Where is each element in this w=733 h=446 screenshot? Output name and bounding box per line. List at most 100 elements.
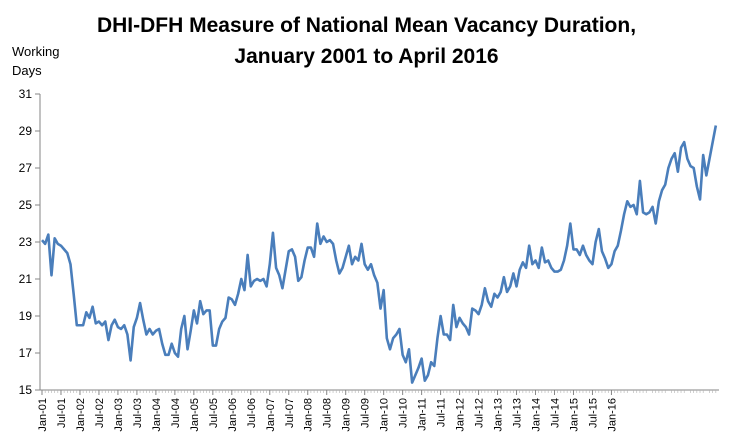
data-point <box>44 243 46 245</box>
data-point <box>683 141 685 143</box>
data-point <box>620 230 622 232</box>
data-point <box>284 269 286 271</box>
data-point <box>667 167 669 169</box>
data-point <box>300 276 302 278</box>
data-point <box>449 339 451 341</box>
data-point <box>171 343 173 345</box>
data-point <box>313 256 315 258</box>
data-point <box>414 374 416 376</box>
data-point <box>553 270 555 272</box>
data-point <box>129 359 131 361</box>
x-tick-label: Jan-15 <box>568 398 580 432</box>
data-point <box>370 263 372 265</box>
data-point <box>307 246 309 248</box>
data-point <box>471 307 473 309</box>
data-point <box>253 280 255 282</box>
data-point <box>711 141 713 143</box>
x-tick-label: Jul-01 <box>56 398 68 428</box>
data-point <box>544 261 546 263</box>
data-point <box>240 278 242 280</box>
data-point <box>648 211 650 213</box>
data-point <box>680 146 682 148</box>
data-point <box>664 183 666 185</box>
data-point <box>556 270 558 272</box>
data-point <box>493 293 495 295</box>
data-point <box>363 263 365 265</box>
data-point <box>133 326 135 328</box>
data-point <box>136 317 138 319</box>
data-point <box>193 309 195 311</box>
data-point <box>161 343 163 345</box>
data-point <box>167 354 169 356</box>
data-point <box>674 152 676 154</box>
data-point <box>591 263 593 265</box>
data-point <box>522 261 524 263</box>
data-point <box>278 274 280 276</box>
data-point <box>661 189 663 191</box>
data-point <box>582 245 584 247</box>
data-point <box>231 298 233 300</box>
data-point <box>604 257 606 259</box>
data-point <box>651 206 653 208</box>
x-tick-label: Jul-09 <box>360 398 372 428</box>
data-point <box>515 285 517 287</box>
data-point <box>607 267 609 269</box>
data-point <box>177 356 179 358</box>
data-point <box>566 245 568 247</box>
data-point <box>259 280 261 282</box>
data-point <box>645 213 647 215</box>
data-point <box>326 241 328 243</box>
data-point <box>345 256 347 258</box>
data-point <box>575 248 577 250</box>
data-point <box>610 263 612 265</box>
data-point <box>41 239 43 241</box>
data-point <box>677 171 679 173</box>
data-point <box>598 228 600 230</box>
data-point <box>547 259 549 261</box>
x-tick-label: Jan-11 <box>417 398 429 431</box>
data-point <box>180 328 182 330</box>
data-point <box>534 259 536 261</box>
data-point <box>474 309 476 311</box>
data-point <box>237 293 239 295</box>
data-point <box>246 254 248 256</box>
data-point <box>186 348 188 350</box>
data-point <box>484 287 486 289</box>
data-point <box>76 324 78 326</box>
data-point <box>357 259 359 261</box>
x-tick-label: Jul-12 <box>474 398 486 428</box>
data-point <box>420 357 422 359</box>
series-line <box>41 125 718 384</box>
x-tick-label: Jan-05 <box>189 398 201 432</box>
data-point <box>689 165 691 167</box>
data-point <box>408 348 410 350</box>
data-point <box>585 254 587 256</box>
data-point <box>114 319 116 321</box>
data-point <box>617 245 619 247</box>
data-point <box>708 158 710 160</box>
data-point <box>477 313 479 315</box>
data-point <box>348 245 350 247</box>
data-point <box>63 248 65 250</box>
data-point <box>636 213 638 215</box>
data-point <box>174 352 176 354</box>
y-axis-label-line-2: Days <box>12 63 42 78</box>
x-tick-label: Jan-12 <box>455 398 467 432</box>
data-point <box>66 252 68 254</box>
data-point <box>392 337 394 339</box>
data-point <box>288 250 290 252</box>
data-point <box>417 367 419 369</box>
data-point <box>506 291 508 293</box>
data-point <box>702 154 704 156</box>
data-point <box>85 311 87 313</box>
data-point <box>60 245 62 247</box>
data-point <box>82 324 84 326</box>
data-point <box>705 174 707 176</box>
data-point <box>715 124 717 126</box>
data-point <box>215 344 217 346</box>
data-point <box>341 267 343 269</box>
data-point <box>294 256 296 258</box>
data-point <box>376 282 378 284</box>
data-point <box>550 267 552 269</box>
